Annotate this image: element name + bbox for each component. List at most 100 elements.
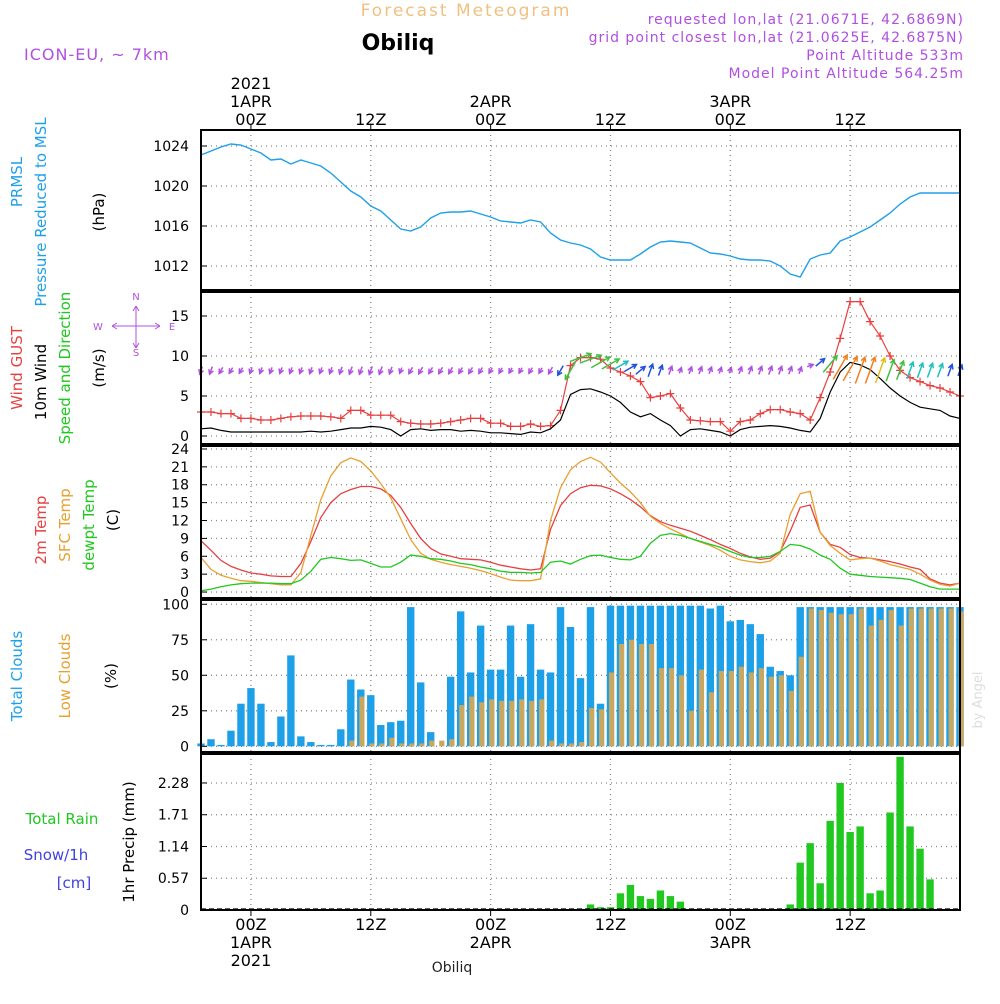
rain-bar — [636, 896, 645, 910]
gust-marker — [486, 419, 495, 428]
gust-marker — [656, 392, 665, 400]
low-cloud-bar — [579, 742, 585, 747]
gust-marker — [496, 419, 505, 428]
wind-arrow-head — [870, 355, 877, 363]
wind-arrow-head — [268, 368, 275, 375]
wind-arrow-head — [604, 356, 612, 362]
y-tick-label: 24 — [171, 442, 189, 458]
y-tick-label: 0 — [180, 739, 189, 755]
wind-arrow-head — [328, 368, 334, 376]
wind-arrow-head — [377, 369, 384, 376]
dewpoint-line — [200, 532, 960, 592]
gust-marker — [556, 406, 565, 415]
wind-arrow-head — [687, 365, 694, 372]
wind-arrow-head — [488, 368, 494, 375]
gust-marker — [276, 414, 285, 423]
info-model-altitude: Model Point Altitude 564.25m — [729, 66, 964, 82]
gust-marker — [536, 422, 545, 431]
low-cloud-bar — [898, 625, 904, 747]
low-cloud-bar — [489, 699, 495, 747]
low-cloud-bar — [788, 690, 794, 747]
y-tick-label: 0 — [180, 903, 189, 919]
pressure-line — [200, 143, 960, 278]
total-cloud-bar — [237, 703, 245, 747]
wind-direction-arrow — [895, 360, 905, 381]
gust-marker — [686, 416, 695, 424]
gust-marker — [796, 409, 805, 418]
wind-arrow-head — [908, 360, 915, 368]
wind-arrow-head — [347, 369, 354, 376]
wind-arrow-head — [596, 353, 603, 360]
wind-arrow-head — [218, 368, 224, 375]
gust-marker — [336, 414, 345, 423]
wind-arrow-head — [357, 369, 364, 376]
wind-direction-arrow — [601, 358, 620, 370]
wind-direction-arrow — [557, 365, 564, 376]
wind-direction-arrow — [874, 357, 886, 384]
wind-arrow-head — [508, 367, 514, 375]
y-tick-label: 9 — [180, 531, 189, 547]
precip-axis-label: 1hr Precip (mm) — [120, 781, 138, 902]
low-cloud-bar — [888, 609, 894, 747]
compass-n: N — [132, 292, 139, 303]
wind-arrow-head — [697, 365, 704, 372]
wind-arrow-head — [398, 368, 404, 375]
gust-marker — [706, 417, 715, 426]
total-cloud-bar — [706, 608, 715, 747]
info-gridpoint: grid point closest lon,lat (21.0625E, 42… — [589, 30, 964, 46]
y-tick-label: 0 — [180, 585, 189, 601]
y-tick-label: 15 — [171, 496, 189, 512]
wind-arrow-head — [819, 357, 826, 364]
total-rain-legend: Total Rain — [25, 810, 99, 828]
wind-arrow-head — [564, 374, 571, 381]
compass-rose-icon — [111, 305, 161, 349]
wind-direction-arrow — [906, 361, 914, 379]
wind-arrow-head — [880, 356, 887, 363]
gust-marker — [266, 416, 275, 424]
wind-direction-arrow — [926, 363, 934, 378]
total-cloud-bar — [407, 607, 415, 747]
wind-arrow-head — [614, 358, 621, 364]
bottom-time-label: 3APR — [709, 933, 751, 952]
gust-marker — [236, 414, 245, 423]
rain-bar — [656, 890, 665, 910]
rain-bar — [856, 826, 864, 910]
bottom-time-label: 00Z — [235, 915, 266, 934]
info-altitude: Point Altitude 533m — [806, 48, 964, 64]
low-cloud-bar — [549, 740, 555, 747]
total-cloud-bar — [217, 744, 225, 747]
wind-direction-arrow — [885, 359, 895, 382]
low-cloud-bar — [559, 743, 565, 747]
wind-arrow-head — [658, 363, 664, 371]
compass-w: W — [93, 322, 103, 333]
wind-unit: (m/s) — [90, 348, 108, 387]
low-cloud-bar — [958, 611, 964, 747]
y-tick-label: 50 — [171, 668, 189, 684]
gust-marker — [356, 406, 365, 415]
rain-bar — [676, 901, 685, 910]
low-cloud-bar — [928, 608, 934, 747]
wind-arrow-head — [338, 368, 344, 376]
wind-arrow-head — [631, 363, 638, 370]
wind-direction-arrow — [657, 364, 663, 376]
wind-arrow-head — [860, 355, 867, 363]
rain-bar — [626, 884, 635, 910]
wind-arrow-head — [640, 365, 647, 372]
temp-2m-line — [200, 484, 961, 586]
total-cloud-bar — [277, 716, 285, 747]
gust-marker — [676, 404, 685, 412]
wind-direction-arrow — [947, 364, 953, 377]
rain-bar — [796, 862, 804, 910]
low-cloud-bar — [608, 672, 615, 747]
dewpt-temp-label: dewpt Temp — [80, 479, 98, 570]
gust-marker — [816, 393, 825, 402]
top-time-label: 2021 — [231, 74, 272, 93]
low-cloud-bar — [598, 709, 605, 747]
temp-unit: (C) — [104, 509, 122, 531]
wind-arrow-head — [852, 355, 858, 362]
axis-label-layer: 1012101610201024051015036912151821240255… — [8, 74, 866, 970]
total-cloud-bar — [506, 625, 515, 747]
panel-frame-clouds — [200, 599, 961, 753]
total-cloud-bar — [307, 742, 315, 747]
gust-marker — [616, 368, 625, 376]
